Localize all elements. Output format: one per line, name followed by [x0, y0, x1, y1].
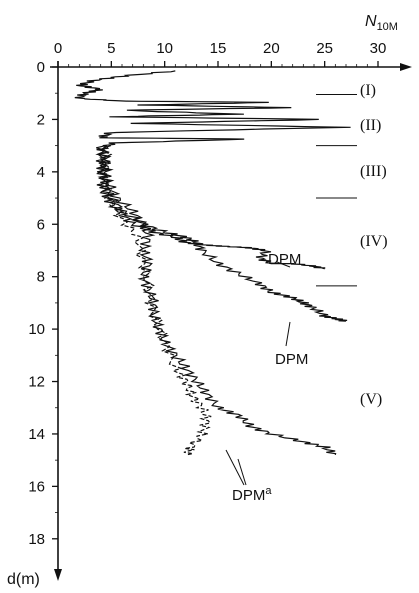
x-tick-label: 30	[370, 40, 387, 57]
y-axis-arrow	[54, 569, 62, 581]
y-tick-label: 12	[28, 374, 45, 391]
x-axis-arrow	[400, 63, 412, 71]
x-tick-label: 5	[107, 40, 115, 57]
x-axis-title-main: N	[365, 13, 377, 30]
y-tick-label: 14	[28, 426, 45, 443]
y-axis-title: d(m)	[7, 571, 40, 588]
y-tick-label: 6	[37, 216, 45, 233]
x-axis-title-sub: 10M	[377, 21, 398, 33]
series-leader	[276, 261, 291, 268]
series-label-text: DPM	[275, 351, 308, 368]
zone-label: (II)	[360, 117, 381, 134]
x-tick-label: 25	[316, 40, 333, 57]
zones-group: (I) (II) (III) (IV) (V)	[316, 82, 388, 408]
series-leader	[237, 458, 247, 486]
y-tick-label: 4	[37, 164, 45, 181]
series-leader	[225, 449, 245, 486]
zone-label: (V)	[360, 391, 382, 408]
x-axis-title: N10M	[365, 13, 398, 33]
series-line	[95, 145, 348, 322]
series-label-text: DPM	[232, 487, 265, 504]
x-tick-label: 20	[263, 40, 280, 57]
y-tick-label: 10	[28, 321, 45, 338]
x-tick-label: 10	[156, 40, 173, 57]
y-tick-label: 2	[37, 111, 45, 128]
series-label-superscript: a	[265, 485, 272, 497]
zone-label: (III)	[360, 163, 387, 180]
y-tick-label: 16	[28, 478, 45, 495]
zone-label: (IV)	[360, 233, 388, 250]
y-tick-label: 0	[37, 59, 45, 76]
zone-label: (I)	[360, 82, 376, 99]
series-line	[97, 145, 212, 456]
series-label: DPM	[268, 251, 301, 268]
axes: 0 5 10 15 20 25 30 0 2 4 6 8 10 12 14 16 18	[28, 40, 412, 581]
series-label: DPM	[275, 351, 308, 368]
series-line	[74, 70, 351, 270]
series-leader	[285, 321, 291, 347]
series-label: DPMa	[232, 485, 272, 504]
series-label-text: DPM	[268, 251, 301, 268]
y-tick-label: 18	[28, 531, 45, 548]
x-tick-label: 0	[54, 40, 62, 57]
y-tick-label: 8	[37, 269, 45, 286]
x-tick-label: 15	[210, 40, 227, 57]
